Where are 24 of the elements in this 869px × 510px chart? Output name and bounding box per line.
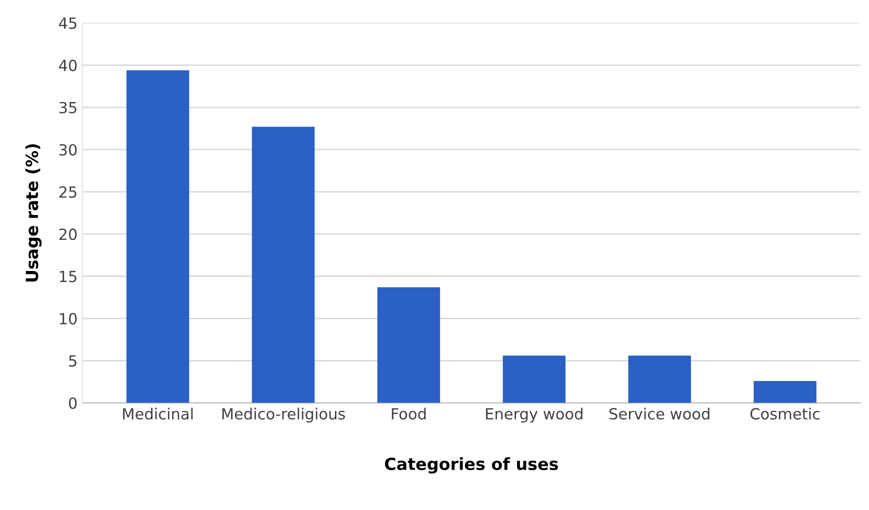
x-tick-label: Medicinal [123,408,193,420]
y-tick-label: 5 [69,355,76,367]
bar [126,70,190,403]
x-tick-label: Cosmetic [750,408,820,420]
y-tick-label: 40 [59,60,77,72]
x-tick-label: Service wood [610,408,710,420]
y-tick-label: 45 [59,18,76,29]
bar [252,126,315,403]
x-axis-title: Categories of uses [384,457,558,474]
y-tick-label: 10 [60,312,77,324]
y-tick-label: 35 [59,102,76,114]
y-tick-label: 30 [59,144,77,156]
x-tick-label: Energy wood [486,408,582,423]
y-axis-title: Usage rate (%) [25,144,42,282]
y-tick-label: 20 [59,228,77,240]
y-tick-label: 15 [60,270,76,282]
bar [377,287,440,403]
bar [628,356,691,403]
bar [754,380,816,403]
x-tick-label: Food [392,408,426,420]
y-tick-label: 25 [59,186,76,198]
x-tick-label: Medico-religious [222,408,345,423]
y-tick-label: 0 [68,397,77,409]
bar [502,356,566,403]
